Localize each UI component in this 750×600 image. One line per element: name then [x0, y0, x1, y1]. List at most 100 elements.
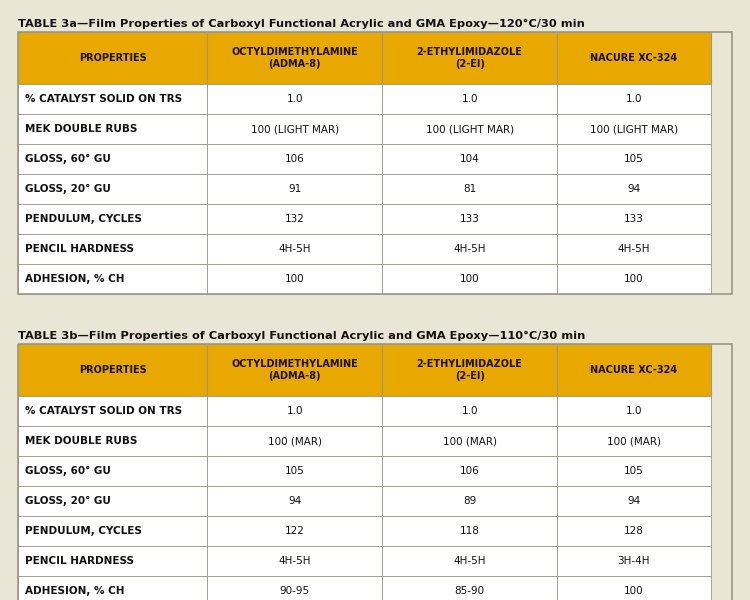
Bar [18, 576, 207, 600]
Text: PROPERTIES: PROPERTIES [79, 365, 146, 375]
Bar [557, 114, 710, 144]
Bar [18, 344, 732, 600]
Bar [382, 144, 557, 174]
Bar [557, 546, 710, 576]
Bar [18, 174, 207, 204]
Bar [18, 234, 207, 264]
Bar [18, 546, 207, 576]
Text: 1.0: 1.0 [626, 406, 642, 416]
Bar [207, 546, 382, 576]
Text: PENCIL HARDNESS: PENCIL HARDNESS [25, 244, 134, 254]
Bar [382, 174, 557, 204]
Bar [18, 264, 207, 294]
Text: 4H-5H: 4H-5H [453, 556, 486, 566]
Bar [557, 234, 710, 264]
Text: 105: 105 [285, 466, 304, 476]
Text: NACURE XC-324: NACURE XC-324 [590, 365, 677, 375]
Text: 94: 94 [627, 184, 640, 194]
Text: GLOSS, 60° GU: GLOSS, 60° GU [25, 154, 111, 164]
Text: 100: 100 [624, 586, 644, 596]
Bar [18, 426, 207, 456]
Text: 100 (LIGHT MAR): 100 (LIGHT MAR) [590, 124, 678, 134]
Bar [557, 144, 710, 174]
Bar [557, 264, 710, 294]
Text: NACURE XC-324: NACURE XC-324 [590, 53, 677, 63]
Bar [207, 204, 382, 234]
Bar [18, 456, 207, 486]
Bar [207, 456, 382, 486]
Text: 90-95: 90-95 [280, 586, 310, 596]
Text: ADHESION, % CH: ADHESION, % CH [25, 586, 124, 596]
Text: 89: 89 [463, 496, 476, 506]
Text: 94: 94 [627, 496, 640, 506]
Text: PENCIL HARDNESS: PENCIL HARDNESS [25, 556, 134, 566]
Bar [18, 486, 207, 516]
Text: PENDULUM, CYCLES: PENDULUM, CYCLES [25, 526, 142, 536]
Bar [18, 114, 207, 144]
Bar [382, 516, 557, 546]
Text: MEK DOUBLE RUBS: MEK DOUBLE RUBS [25, 124, 137, 134]
Bar [382, 546, 557, 576]
Text: 122: 122 [285, 526, 304, 536]
Text: 100 (MAR): 100 (MAR) [268, 436, 322, 446]
Bar [207, 32, 382, 84]
Text: 1.0: 1.0 [286, 94, 303, 104]
Text: OCTYLDIMETHYLAMINE
(ADMA-8): OCTYLDIMETHYLAMINE (ADMA-8) [231, 47, 358, 69]
Bar [382, 204, 557, 234]
Text: 106: 106 [285, 154, 304, 164]
Text: 81: 81 [463, 184, 476, 194]
Text: 100 (MAR): 100 (MAR) [607, 436, 661, 446]
Bar [207, 174, 382, 204]
Text: 100 (MAR): 100 (MAR) [442, 436, 497, 446]
Bar [557, 344, 710, 396]
Bar [207, 396, 382, 426]
Bar [18, 144, 207, 174]
Bar [18, 204, 207, 234]
Bar [557, 84, 710, 114]
Text: 85-90: 85-90 [454, 586, 484, 596]
Text: 1.0: 1.0 [626, 94, 642, 104]
Bar [18, 32, 207, 84]
Text: 1.0: 1.0 [461, 406, 478, 416]
Text: GLOSS, 20° GU: GLOSS, 20° GU [25, 496, 111, 506]
Bar [207, 426, 382, 456]
Bar [557, 456, 710, 486]
Bar [557, 426, 710, 456]
Text: MEK DOUBLE RUBS: MEK DOUBLE RUBS [25, 436, 137, 446]
Text: 4H-5H: 4H-5H [617, 244, 650, 254]
Bar [18, 396, 207, 426]
Text: 2-ETHYLIMIDAZOLE
(2-EI): 2-ETHYLIMIDAZOLE (2-EI) [417, 47, 523, 69]
Bar [207, 516, 382, 546]
Bar [382, 114, 557, 144]
Bar [207, 114, 382, 144]
Bar [382, 264, 557, 294]
Bar [382, 576, 557, 600]
Text: % CATALYST SOLID ON TRS: % CATALYST SOLID ON TRS [25, 94, 182, 104]
Bar [207, 344, 382, 396]
Bar [557, 576, 710, 600]
Text: 4H-5H: 4H-5H [453, 244, 486, 254]
Text: 1.0: 1.0 [286, 406, 303, 416]
Text: 4H-5H: 4H-5H [278, 556, 311, 566]
Text: ADHESION, % CH: ADHESION, % CH [25, 274, 124, 284]
Bar [382, 456, 557, 486]
Bar [207, 576, 382, 600]
Bar [382, 396, 557, 426]
Text: 105: 105 [624, 466, 644, 476]
Bar [382, 32, 557, 84]
Bar [382, 486, 557, 516]
Bar [557, 396, 710, 426]
Bar [557, 174, 710, 204]
Text: 94: 94 [288, 496, 302, 506]
Text: OCTYLDIMETHYLAMINE
(ADMA-8): OCTYLDIMETHYLAMINE (ADMA-8) [231, 359, 358, 381]
Bar [382, 234, 557, 264]
Text: TABLE 3b—Film Properties of Carboxyl Functional Acrylic and GMA Epoxy—110°C/30 m: TABLE 3b—Film Properties of Carboxyl Fun… [18, 331, 585, 341]
Text: 128: 128 [624, 526, 644, 536]
Bar [207, 264, 382, 294]
Bar [382, 84, 557, 114]
Bar [207, 144, 382, 174]
Text: PROPERTIES: PROPERTIES [79, 53, 146, 63]
Text: 2-ETHYLIMIDAZOLE
(2-EI): 2-ETHYLIMIDAZOLE (2-EI) [417, 359, 523, 381]
Bar [382, 344, 557, 396]
Text: 133: 133 [460, 214, 479, 224]
